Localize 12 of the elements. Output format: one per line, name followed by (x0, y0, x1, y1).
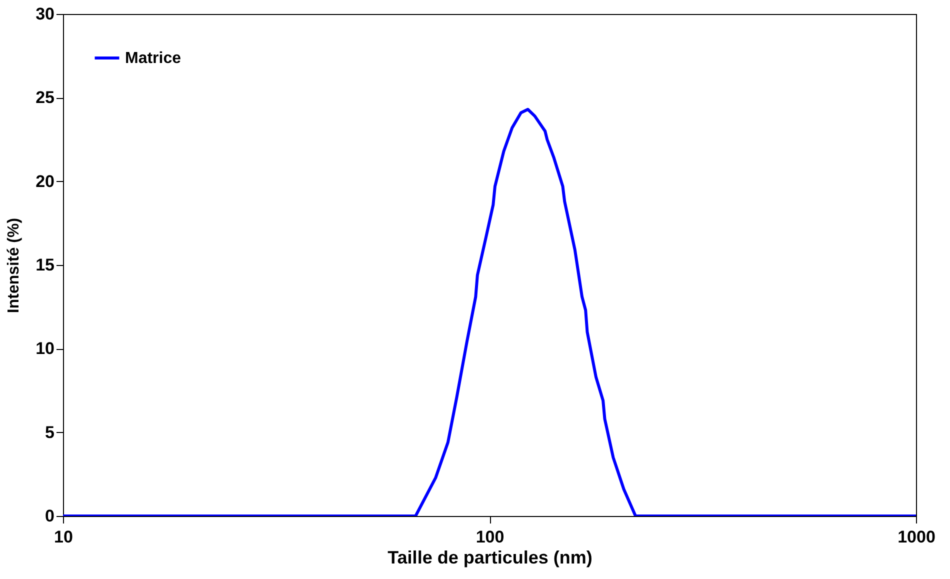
x-tick-label: 100 (476, 528, 504, 546)
y-tick-label: 0 (45, 506, 54, 526)
y-tick-label: 20 (36, 172, 54, 191)
x-axis-title: Taille de particules (nm) (388, 548, 592, 568)
y-tick-label: 30 (36, 4, 54, 24)
x-tick-label: 1000 (898, 528, 936, 546)
y-tick-label: 15 (36, 256, 54, 274)
legend-label: Matrice (125, 50, 182, 67)
y-tick-label: 5 (45, 422, 54, 442)
y-tick-label: 25 (36, 88, 54, 108)
y-axis-title: Intensité (%) (6, 218, 23, 314)
y-tick-label: 10 (36, 339, 54, 358)
